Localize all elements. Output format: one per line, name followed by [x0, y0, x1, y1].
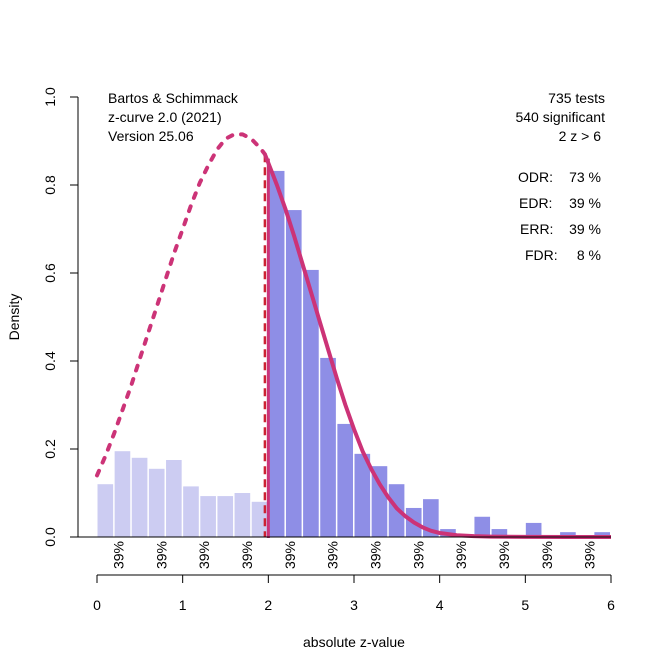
annotation-version-year: z-curve 2.0 (2021) [108, 109, 222, 125]
histogram-bar [594, 532, 610, 537]
histogram-bar [114, 451, 131, 537]
fitted-density-curve [263, 153, 611, 539]
histogram-bar [166, 460, 182, 537]
histogram-bars [97, 170, 610, 538]
stat-edr-value: 39 % [569, 195, 601, 211]
stat-err-label: ERR: [520, 221, 553, 237]
histogram-bar [251, 501, 268, 537]
x-tick-label: 1 [179, 597, 187, 613]
projected-density-curve [95, 132, 267, 478]
histogram-bar [371, 466, 388, 537]
annotation-version: Version 25.06 [108, 128, 194, 144]
stat-fdr-value: 8 % [577, 247, 601, 263]
bin-power-label: 39% [367, 541, 383, 569]
annotation-extreme: 2 z > 6 [559, 128, 602, 144]
bin-power-label: 39% [410, 541, 426, 569]
density-curves [95, 132, 611, 539]
bin-power-label: 39% [196, 541, 212, 569]
annotation-tests: 735 tests [548, 90, 605, 106]
x-tick-label: 5 [521, 597, 529, 613]
summary-annotation: 735 tests 540 significant 2 z > 6 [515, 90, 605, 144]
y-tick-label: 1.0 [42, 87, 58, 107]
stat-err-value: 39 % [569, 221, 601, 237]
y-tick-label: 0.8 [42, 175, 58, 195]
bin-power-label: 39% [282, 541, 298, 569]
y-tick-label: 0.0 [42, 527, 58, 547]
histogram-bar [303, 269, 319, 537]
annotation-significant: 540 significant [515, 109, 605, 125]
bin-power-label: 39% [110, 541, 126, 569]
x-tick-label: 6 [607, 597, 615, 613]
stat-edr-label: EDR: [519, 195, 552, 211]
histogram-bar [217, 496, 234, 537]
histogram-bar [560, 532, 576, 537]
bin-power-label: 39% [453, 541, 469, 569]
x-tick-label: 4 [436, 597, 444, 613]
stats-block: ODR: 73 % EDR: 39 % ERR: 39 % FDR: 8 % [518, 169, 601, 263]
bin-power-label: 39% [582, 541, 598, 569]
citation-annotation: Bartos & Schimmack z-curve 2.0 (2021) Ve… [108, 90, 239, 144]
histogram-bar [337, 423, 353, 537]
histogram-bar [354, 453, 371, 537]
histogram-bar [97, 484, 114, 537]
stat-odr-label: ODR: [518, 169, 553, 185]
axes: 0.0 0.2 0.4 0.6 0.8 1.0 0 1 2 3 4 5 6 39% 39% 39% 39% 39%… [42, 87, 615, 613]
x-axis-label: absolute z-value [303, 634, 405, 650]
y-axis-label: Density [6, 294, 22, 341]
x-tick-label: 2 [264, 597, 272, 613]
histogram-bar [491, 529, 508, 537]
histogram-bar [148, 468, 165, 537]
annotation-authors: Bartos & Schimmack [108, 90, 239, 106]
y-tick-label: 0.2 [42, 439, 58, 459]
y-tick-label: 0.4 [42, 351, 58, 371]
bin-power-label: 39% [325, 541, 341, 569]
bin-power-label: 39% [496, 541, 512, 569]
y-tick-label: 0.6 [42, 263, 58, 283]
histogram-bar [285, 210, 302, 537]
histogram-bar [474, 516, 491, 537]
histogram-bar [320, 357, 336, 537]
histogram-bar [268, 170, 285, 538]
stat-fdr-label: FDR: [525, 247, 558, 263]
histogram-bar [525, 522, 542, 537]
stat-odr-value: 73 % [569, 169, 601, 185]
bin-power-label: 39% [153, 541, 169, 569]
bin-power-label: 39% [239, 541, 255, 569]
histogram-bar [131, 457, 148, 537]
histogram-bar [234, 493, 251, 537]
histogram-bar [183, 486, 199, 537]
x-tick-label: 3 [350, 597, 358, 613]
bin-power-label: 39% [539, 541, 555, 569]
x-tick-label: 0 [93, 597, 101, 613]
histogram-bar [200, 496, 216, 537]
